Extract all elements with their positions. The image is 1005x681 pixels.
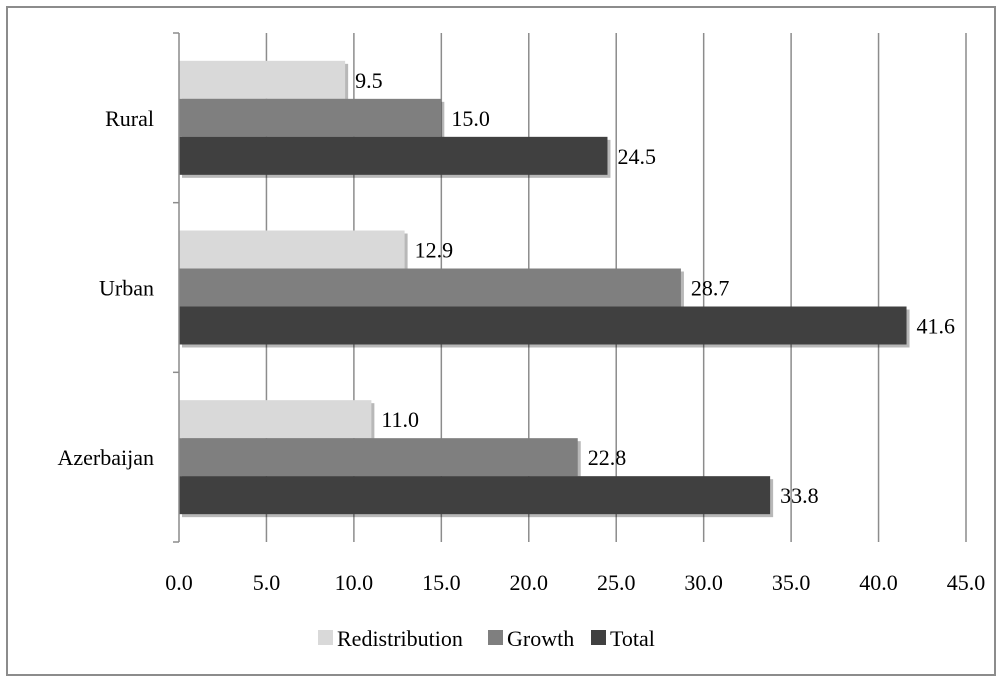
data-label: 41.6 [917,314,956,339]
x-tick-label: 40.0 [859,570,898,595]
bar-growth [179,268,681,307]
x-tick-label: 0.0 [165,570,193,595]
legend: Redistribution Growth Total [318,626,655,651]
x-tick-label: 5.0 [253,570,281,595]
x-tick-label: 30.0 [684,570,723,595]
category-label: Rural [105,106,154,131]
legend-label: Total [610,626,655,651]
data-labels: 9.5 15.0 24.5 12.9 28.7 41.6 11.0 22.8 33.8 [355,68,955,508]
data-label: 28.7 [691,276,730,301]
data-label: 22.8 [588,445,627,470]
legend-label: Redistribution [337,626,463,651]
data-label: 12.9 [415,238,454,263]
x-tick-label: 10.0 [335,570,374,595]
x-tick-label: 45.0 [947,570,986,595]
legend-swatch [318,630,333,645]
x-tick-label: 15.0 [422,570,461,595]
legend-label: Growth [507,626,574,651]
bar-redistribution [179,400,372,439]
bar-redistribution [179,60,346,99]
bars [179,60,910,518]
x-tick-label: 35.0 [772,570,811,595]
bar-growth [179,98,442,137]
axes: 0.0 5.0 10.0 15.0 20.0 25.0 30.0 35.0 40.0 45.0 Ru… [58,32,986,595]
x-tick-label: 20.0 [510,570,549,595]
bar-redistribution [179,230,405,269]
bar-total [179,306,907,345]
bar-total [179,476,771,515]
data-label: 9.5 [355,68,383,93]
legend-swatch [488,630,503,645]
bar-growth [179,438,578,477]
data-label: 24.5 [617,144,656,169]
legend-swatch [591,630,606,645]
bar-total [179,136,608,175]
data-label: 11.0 [381,407,419,432]
category-label: Azerbaijan [58,445,155,470]
x-tick-label: 25.0 [597,570,636,595]
category-label: Urban [99,276,154,301]
data-label: 33.8 [780,483,819,508]
data-label: 15.0 [451,106,490,131]
